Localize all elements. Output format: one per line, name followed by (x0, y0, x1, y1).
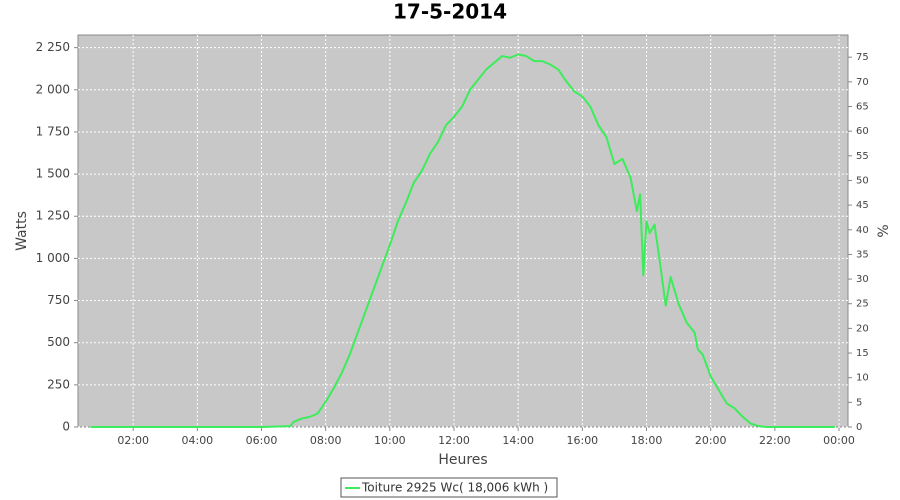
y2-tick-label: 5 (856, 397, 862, 408)
x-tick-label: 00:00 (823, 434, 855, 447)
x-tick-label: 06:00 (246, 434, 278, 447)
y2-tick-label: 30 (856, 274, 869, 285)
y2-tick-label: 25 (856, 299, 869, 310)
x-axis-label: Heures (438, 452, 487, 468)
x-tick-label: 22:00 (759, 434, 791, 447)
chart-title: 17-5-2014 (393, 0, 507, 24)
legend: Toiture 2925 Wc( 18,006 kWh ) (340, 477, 558, 498)
x-tick-label: 20:00 (695, 434, 727, 447)
y2-tick-label: 20 (856, 323, 869, 334)
y2-tick-label: 15 (856, 348, 869, 359)
y2-tick-label: 65 (856, 101, 869, 112)
series-line (90, 53, 835, 428)
y-tick-label: 750 (47, 293, 70, 307)
y2-tick-label: 75 (856, 52, 869, 63)
y-tick-label: 1 500 (36, 167, 70, 181)
plot-area (77, 34, 849, 428)
y2-tick-label: 70 (856, 77, 869, 88)
y2-axis-label: % (876, 224, 892, 237)
x-tick-label: 14:00 (502, 434, 534, 447)
y-tick-label: 250 (47, 377, 70, 391)
y2-tick-label: 10 (856, 373, 869, 384)
y-tick-label: 2 000 (36, 82, 70, 96)
y2-tick-label: 45 (856, 200, 869, 211)
y-tick-label: 500 (47, 335, 70, 349)
legend-box (340, 477, 558, 498)
y2-tick-label: 55 (856, 151, 869, 162)
y2-tick-label: 50 (856, 175, 869, 186)
x-tick-label: 12:00 (438, 434, 470, 447)
y2-tick-label: 40 (856, 225, 869, 236)
y-tick-label: 1 000 (36, 251, 70, 265)
y-tick-label: 1 250 (36, 209, 70, 223)
y2-tick-label: 35 (856, 249, 869, 260)
x-tick-label: 10:00 (374, 434, 406, 447)
y-tick-label: 0 (62, 420, 70, 434)
y-tick-label: 1 750 (36, 124, 70, 138)
y2-tick-label: 60 (856, 126, 869, 137)
y-axis-label: Watts (14, 211, 30, 251)
legend-label: Toiture 2925 Wc( 18,006 kWh ) (361, 481, 548, 495)
x-tick-label: 08:00 (310, 434, 342, 447)
x-tick-label: 18:00 (631, 434, 663, 447)
y2-tick-label: 0 (856, 422, 862, 433)
x-tick-label: 16:00 (566, 434, 598, 447)
y-tick-label: 2 250 (36, 40, 70, 54)
x-tick-label: 04:00 (181, 434, 213, 447)
x-tick-label: 02:00 (117, 434, 149, 447)
